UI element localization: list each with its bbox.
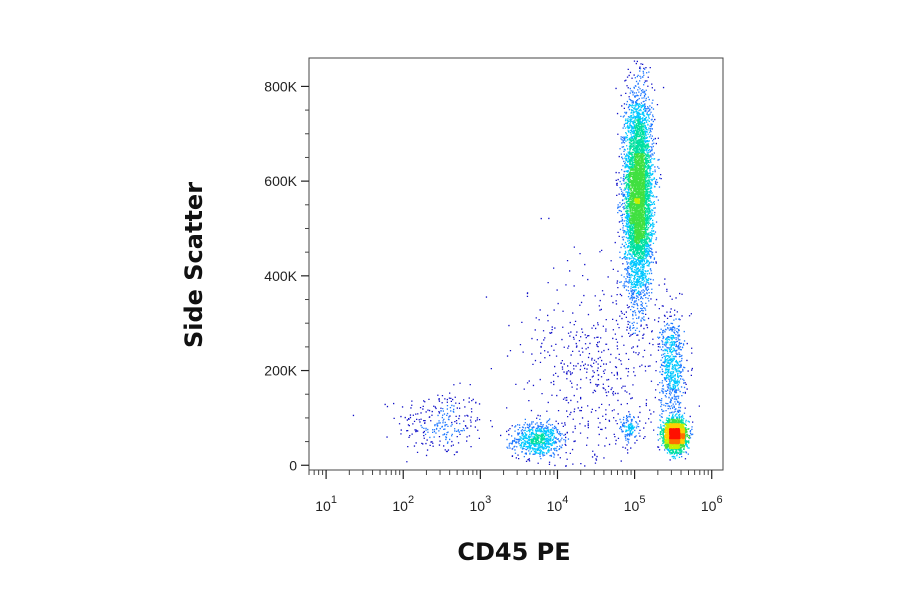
x-tick-label: 102 — [392, 494, 414, 514]
plot-frame — [308, 57, 724, 471]
density-dots-level-4 — [629, 153, 691, 450]
x-tick-label: 105 — [624, 494, 646, 514]
x-tick-label: 106 — [701, 494, 723, 514]
density-dots-level-8 — [669, 428, 681, 440]
y-axis: 0 200K 400K 600K 800K — [264, 78, 309, 473]
y-tick-label: 400K — [264, 268, 297, 284]
plot-area — [308, 57, 724, 471]
y-axis-title: Side Scatter — [180, 182, 208, 348]
y-tick-label: 0 — [289, 457, 297, 473]
x-axis: 101 102 103 104 105 106 — [308, 470, 723, 514]
x-tick-label: 103 — [470, 494, 492, 514]
x-tick-label: 101 — [315, 494, 337, 514]
y-tick-label: 800K — [264, 78, 297, 94]
x-axis-title: CD45 PE — [457, 538, 570, 566]
density-dots — [352, 60, 700, 467]
y-tick-label: 200K — [264, 363, 297, 379]
x-tick-label: 104 — [547, 494, 569, 514]
y-tick-label: 600K — [264, 173, 297, 189]
